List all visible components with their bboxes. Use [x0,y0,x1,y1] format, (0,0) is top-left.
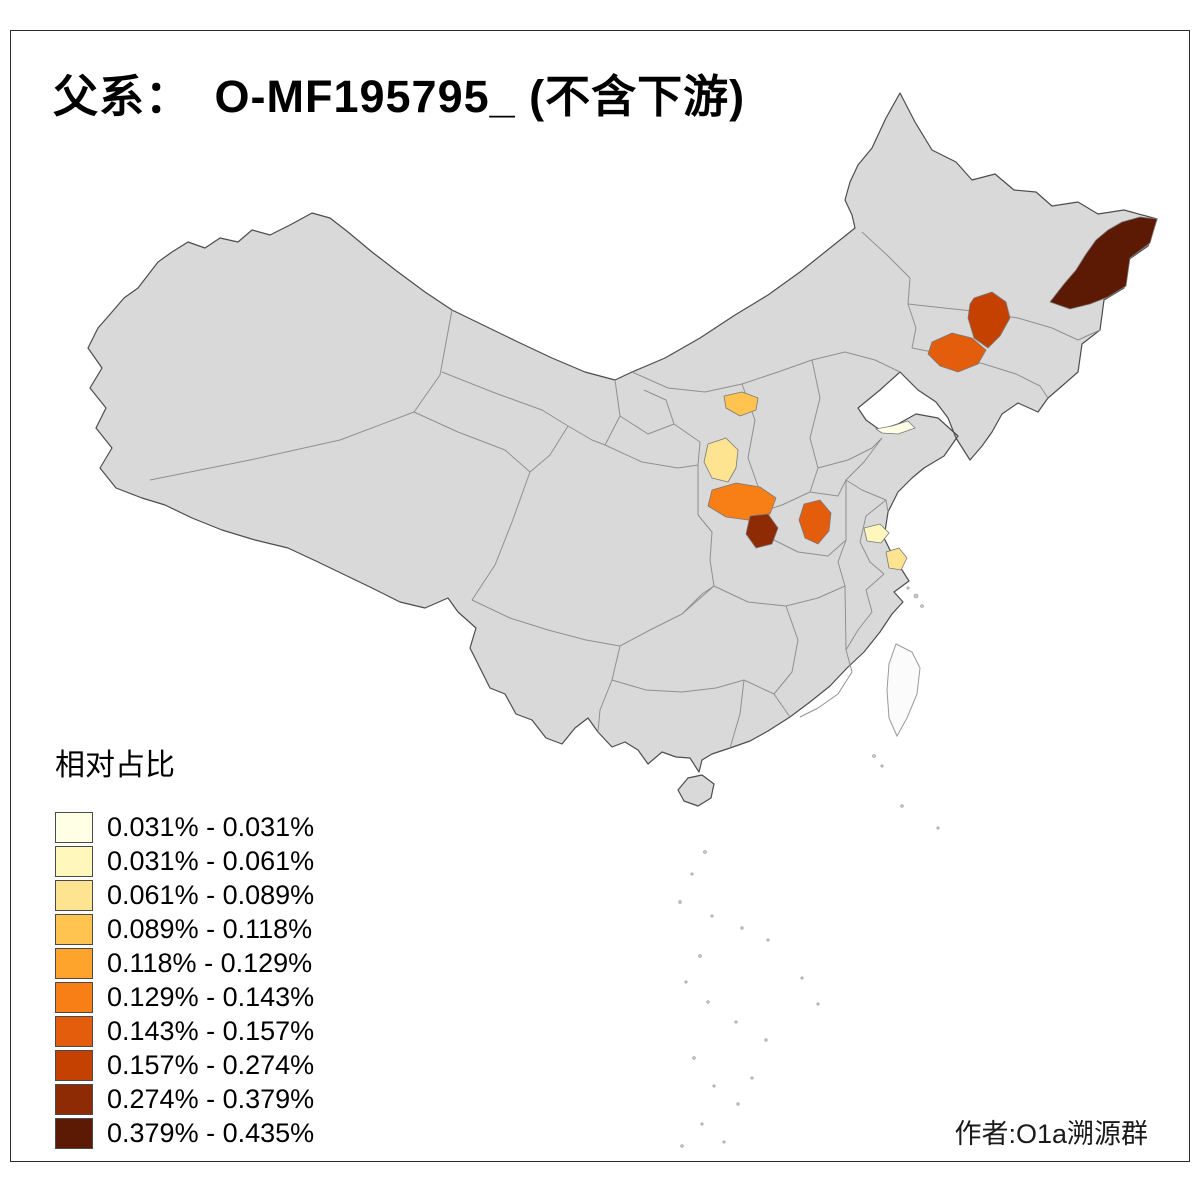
legend-swatch [55,982,93,1013]
legend-item: 0.031% - 0.031% [55,812,314,843]
hainan-island-shape [677,774,715,807]
liaoning-north-region [967,291,1011,349]
taiwan-island-shape [886,643,921,738]
legend-title: 相对占比 [55,749,175,782]
legend-label: 0.031% - 0.061% [107,846,315,876]
legend-label: 0.118% - 0.129% [107,948,313,978]
legend-item: 0.118% - 0.129% [55,948,314,979]
legend-item: 0.031% - 0.061% [55,846,314,877]
northeast-heilongjiang-region [1049,216,1158,310]
legend-swatch [55,812,93,843]
northwest-hubei-region [745,513,779,549]
legend-item: 0.061% - 0.089% [55,880,314,911]
legend-label: 0.157% - 0.274% [107,1050,315,1080]
legend-swatch [55,1050,93,1081]
legend-label: 0.061% - 0.089% [107,880,315,910]
legend-swatch [55,914,93,945]
jiangsu-coast-region [885,547,908,571]
south-shaanxi-region [707,482,777,521]
small-islands [678,586,940,1148]
legend-label: 0.143% - 0.157% [107,1016,315,1046]
legend-label: 0.089% - 0.118% [107,914,313,944]
author-credit: 作者:O1a溯源群 [954,1119,1148,1149]
legend: 相对占比 0.031% - 0.031% 0.031% - 0.061% 0.061… [55,740,314,1152]
legend-label: 0.274% - 0.379% [107,1084,315,1114]
legend-item: 0.089% - 0.118% [55,914,314,945]
liaoning-south-region [927,332,987,373]
legend-item: 0.157% - 0.274% [55,1050,314,1081]
legend-swatch [55,1118,93,1149]
north-shaanxi-region [723,391,759,417]
legend-item: 0.143% - 0.157% [55,1016,314,1047]
legend-items: 0.031% - 0.031% 0.031% - 0.061% 0.061% - 0… [55,812,314,1149]
page-title: 父系： O-MF195795_ (不含下游) [53,71,746,122]
legend-item: 0.274% - 0.379% [55,1084,314,1115]
legend-label: 0.031% - 0.031% [107,812,315,842]
central-anhui-region [863,523,890,544]
shandong-peninsula-region [875,420,916,435]
legend-swatch [55,1016,93,1047]
legend-swatch [55,846,93,877]
legend-item: 0.129% - 0.143% [55,982,314,1013]
legend-swatch [55,1084,93,1115]
china-mainland-shape [87,92,1158,773]
highlighted-regions [703,216,1158,571]
southwest-henan-region [798,499,832,545]
legend-swatch [55,880,93,911]
central-shaanxi-region [703,437,739,483]
legend-label: 0.129% - 0.143% [107,982,315,1012]
legend-swatch [55,948,93,979]
legend-label: 0.379% - 0.435% [107,1118,315,1148]
legend-item: 0.379% - 0.435% [55,1118,314,1149]
